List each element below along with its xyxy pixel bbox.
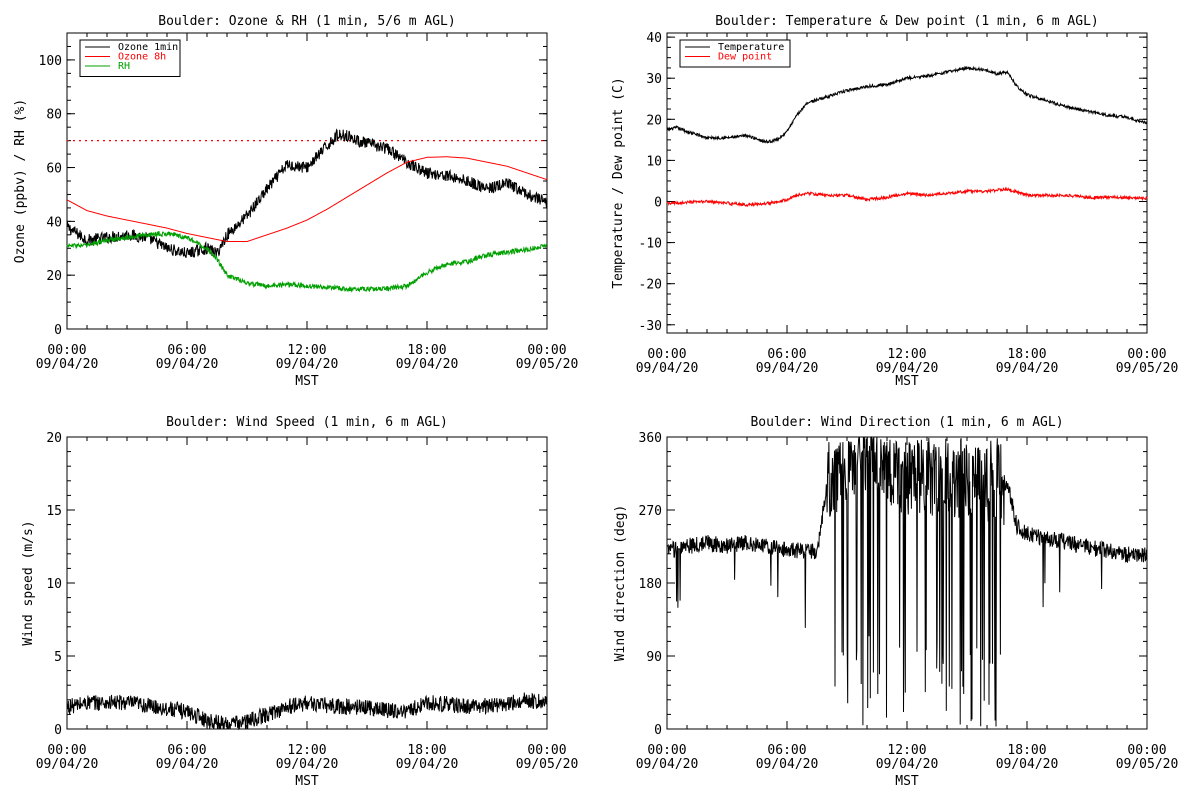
plot-frame <box>66 436 548 730</box>
y-tick-label: -30 <box>639 319 662 334</box>
series-line-series <box>66 692 548 731</box>
y-tick-label: 90 <box>646 650 662 665</box>
x-tick-label-time: 18:00 <box>1007 743 1046 758</box>
x-tick-label-time: 12:00 <box>287 743 326 758</box>
legend-box <box>679 39 791 68</box>
x-tick-label-date: 09/04/20 <box>876 757 939 772</box>
x-tick-label-time: 12:00 <box>887 347 926 362</box>
x-tick-label-date: 09/04/20 <box>756 361 819 376</box>
chart-title: Boulder: Wind Speed (1 min, 6 m AGL) <box>166 415 448 430</box>
x-tick-label-time: 00:00 <box>47 743 86 758</box>
x-tick-label-time: 00:00 <box>1127 347 1166 362</box>
y-axis-label: Temperature / Dew point (C) <box>611 77 626 288</box>
series-line-dew-point <box>666 186 1148 208</box>
x-tick-label-date: 09/04/20 <box>36 357 99 372</box>
x-tick-label-time: 00:00 <box>1127 743 1166 758</box>
legend-label: Dew point <box>718 52 772 63</box>
y-tick-label: 15 <box>46 504 62 519</box>
x-tick-label-date: 09/04/20 <box>996 757 1059 772</box>
legend-box <box>79 39 181 77</box>
y-axis-label: Wind direction (deg) <box>613 505 628 662</box>
x-tick-label-date: 09/04/20 <box>996 361 1059 376</box>
y-tick-label: 60 <box>46 162 62 177</box>
x-tick-label-time: 00:00 <box>527 343 566 358</box>
x-tick-label-time: 18:00 <box>1007 347 1046 362</box>
y-tick-label: 0 <box>654 195 662 210</box>
y-tick-label: -20 <box>639 278 662 293</box>
x-tick-label-date: 09/04/20 <box>876 361 939 376</box>
y-tick-label: 30 <box>646 72 662 87</box>
x-axis-label: MST <box>895 774 919 789</box>
series-line-series <box>666 436 1148 727</box>
x-tick-label-date: 09/04/20 <box>36 757 99 772</box>
x-tick-label-date: 09/05/20 <box>1116 361 1179 376</box>
x-tick-label-time: 00:00 <box>647 347 686 362</box>
y-tick-label: 20 <box>646 113 662 128</box>
wind-direction-panel: Boulder: Wind Direction (1 min, 6 m AGL)… <box>613 415 1178 789</box>
x-tick-label-date: 09/04/20 <box>276 757 339 772</box>
y-tick-label: 10 <box>646 154 662 169</box>
y-tick-label: 80 <box>46 108 62 123</box>
legend-label: RH <box>118 61 130 72</box>
x-tick-label-time: 00:00 <box>527 743 566 758</box>
y-tick-label: 360 <box>639 431 662 446</box>
y-tick-label: 40 <box>646 31 662 46</box>
x-tick-label-date: 09/05/20 <box>516 757 579 772</box>
y-axis-label: Wind speed (m/s) <box>21 520 36 645</box>
y-tick-label: 40 <box>46 215 62 230</box>
y-tick-label: -10 <box>639 237 662 252</box>
y-tick-label: 5 <box>54 650 62 665</box>
x-tick-label-time: 06:00 <box>167 743 206 758</box>
x-tick-label-time: 18:00 <box>407 743 446 758</box>
y-tick-label: 270 <box>639 504 662 519</box>
x-axis-label: MST <box>295 774 319 789</box>
series-line-ozone-8h <box>66 156 548 242</box>
x-tick-label-time: 00:00 <box>47 343 86 358</box>
legend-label: Ozone 1min <box>118 42 178 53</box>
x-tick-label-date: 09/04/20 <box>396 757 459 772</box>
chart-title: Boulder: Temperature & Dew point (1 min,… <box>715 14 1099 29</box>
x-tick-label-date: 09/04/20 <box>276 357 339 372</box>
series-line-rh <box>66 230 548 293</box>
x-tick-label-time: 06:00 <box>767 743 806 758</box>
x-axis-label: MST <box>295 374 319 389</box>
x-tick-label-date: 09/05/20 <box>516 357 579 372</box>
series-line-temperature <box>666 65 1148 144</box>
x-tick-label-time: 18:00 <box>407 343 446 358</box>
x-tick-label-date: 09/04/20 <box>636 361 699 376</box>
chart-title: Boulder: Ozone & RH (1 min, 5/6 m AGL) <box>158 14 455 29</box>
x-tick-label-time: 00:00 <box>647 743 686 758</box>
y-tick-label: 0 <box>54 323 62 338</box>
x-tick-label-time: 12:00 <box>887 743 926 758</box>
x-tick-label-date: 09/04/20 <box>156 357 219 372</box>
y-tick-label: 100 <box>39 54 62 69</box>
x-tick-label-time: 12:00 <box>287 343 326 358</box>
x-tick-label-time: 06:00 <box>167 343 206 358</box>
x-tick-label-date: 09/04/20 <box>636 757 699 772</box>
y-tick-label: 10 <box>46 577 62 592</box>
ozone-rh-panel: Boulder: Ozone & RH (1 min, 5/6 m AGL) O… <box>13 14 578 389</box>
y-tick-label: 20 <box>46 431 62 446</box>
chart-title: Boulder: Wind Direction (1 min, 6 m AGL) <box>750 415 1063 430</box>
x-axis-label: MST <box>895 374 919 389</box>
y-tick-label: 0 <box>654 723 662 738</box>
x-tick-label-date: 09/04/20 <box>156 757 219 772</box>
y-axis-label: Ozone (ppbv) / RH (%) <box>13 99 28 263</box>
plot-frame <box>666 32 1148 334</box>
x-tick-label-date: 09/04/20 <box>756 757 819 772</box>
y-tick-label: 180 <box>639 577 662 592</box>
y-tick-label: 0 <box>54 723 62 738</box>
x-tick-label-time: 06:00 <box>767 347 806 362</box>
x-tick-label-date: 09/04/20 <box>396 357 459 372</box>
y-tick-label: 20 <box>46 269 62 284</box>
legend-label: Temperature <box>718 42 784 53</box>
x-tick-label-date: 09/05/20 <box>1116 757 1179 772</box>
temperature-dewpoint-panel: Boulder: Temperature & Dew point (1 min,… <box>611 14 1178 389</box>
legend-label: Ozone 8h <box>118 52 166 63</box>
wind-speed-panel: Boulder: Wind Speed (1 min, 6 m AGL) Win… <box>21 415 578 789</box>
series-line-ozone-1min <box>66 128 548 258</box>
